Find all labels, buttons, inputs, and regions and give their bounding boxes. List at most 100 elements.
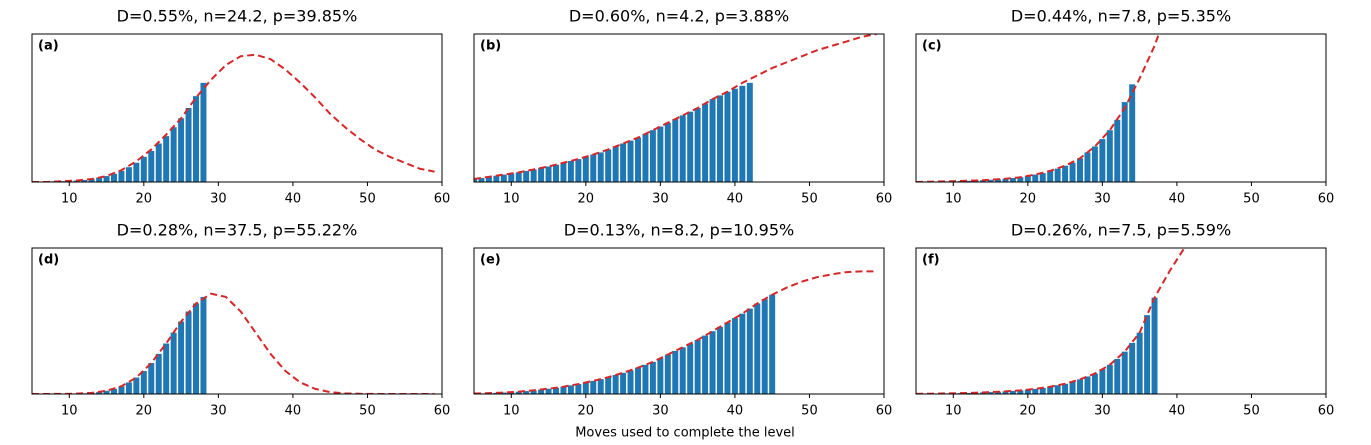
x-tick-label: 40 — [727, 192, 744, 207]
x-tick-label: 60 — [1318, 404, 1335, 419]
bar — [133, 377, 140, 394]
fit-curve — [474, 270, 877, 394]
bar — [605, 149, 612, 182]
x-tick-label: 10 — [503, 192, 520, 207]
bar — [687, 111, 694, 182]
bar — [515, 391, 522, 394]
bar — [649, 130, 656, 182]
bar — [493, 175, 500, 182]
bar — [103, 390, 110, 394]
bar — [717, 95, 723, 182]
fit-curve — [474, 34, 877, 181]
bar — [709, 331, 716, 394]
bar — [1106, 364, 1113, 394]
axes-frame — [31, 247, 443, 395]
bar — [560, 162, 567, 182]
bar — [1054, 385, 1061, 394]
bar — [1069, 162, 1076, 182]
bar — [731, 318, 738, 394]
plot-area — [916, 34, 1160, 182]
bar — [485, 176, 492, 182]
bar — [702, 335, 709, 394]
bar — [717, 326, 723, 394]
bar — [140, 156, 147, 182]
bar — [553, 164, 559, 182]
x-tick-label: 30 — [1094, 404, 1111, 419]
bar — [530, 390, 537, 394]
bar — [515, 172, 522, 182]
panel-title: D=0.55%, n=24.2, p=39.85% — [117, 7, 358, 26]
fit-curve — [32, 53, 435, 182]
bar — [590, 380, 597, 394]
panel: D=0.44%, n=7.8, p=5.35% (c) 10 20 30 40 50 60 — [915, 7, 1335, 207]
bar — [118, 170, 125, 182]
bar — [642, 364, 649, 394]
bar — [724, 322, 731, 394]
bar — [1002, 178, 1009, 182]
bar — [200, 296, 207, 394]
x-tick-label: 60 — [1318, 192, 1335, 207]
bar — [155, 353, 162, 394]
bar — [193, 96, 199, 182]
x-tick-label: 10 — [61, 404, 78, 419]
bar — [103, 176, 110, 182]
bar — [657, 126, 664, 182]
bar — [1084, 376, 1091, 394]
bar — [1017, 390, 1024, 394]
bar — [597, 379, 604, 394]
bar — [709, 99, 716, 182]
bar — [627, 370, 634, 394]
plot-area — [32, 53, 435, 182]
bar — [1121, 102, 1128, 182]
plot-area — [916, 248, 1186, 394]
bar — [500, 174, 507, 182]
panel-label: (b) — [480, 39, 501, 54]
panel: D=0.13%, n=8.2, p=10.95% (e) 10 20 30 40 50 60 — [473, 221, 892, 419]
panel-title: D=0.26%, n=7.5, p=5.59% — [1011, 221, 1231, 240]
bar — [597, 152, 604, 182]
x-tick-label: 10 — [945, 404, 962, 419]
x-tick-label: 20 — [136, 404, 153, 419]
bar — [478, 178, 485, 182]
bar — [1069, 381, 1076, 394]
bar — [679, 115, 686, 182]
bar — [664, 354, 671, 394]
x-tick-label: 50 — [359, 404, 376, 419]
bar — [1032, 388, 1039, 394]
x-tick-label: 20 — [578, 404, 595, 419]
bar — [560, 386, 567, 394]
axes-frame — [31, 33, 443, 183]
bar — [575, 384, 582, 394]
bar — [523, 170, 530, 182]
bar — [582, 382, 589, 394]
bar — [193, 303, 199, 394]
bar — [1114, 358, 1121, 394]
bar — [664, 122, 671, 182]
bar — [133, 162, 140, 182]
bar — [672, 350, 679, 394]
bar — [545, 166, 552, 182]
plot-area — [32, 292, 435, 394]
bar — [125, 382, 132, 394]
x-tick-label: 40 — [1169, 404, 1186, 419]
bar — [185, 108, 192, 182]
bar — [148, 363, 155, 394]
x-tick-label: 40 — [1169, 192, 1186, 207]
bar — [567, 160, 574, 182]
panel: D=0.55%, n=24.2, p=39.85% (a) 10 20 30 40 50 60 — [31, 7, 450, 207]
bar — [620, 372, 627, 394]
bar — [170, 127, 177, 182]
bar — [1047, 170, 1054, 182]
bar — [965, 180, 972, 182]
x-tick-label: 20 — [1020, 404, 1037, 419]
bar — [679, 347, 686, 394]
x-tick-label: 20 — [578, 192, 595, 207]
bar — [1039, 387, 1046, 394]
bar — [500, 392, 507, 394]
bar — [612, 375, 619, 394]
bar — [1054, 168, 1061, 182]
bar — [185, 311, 192, 394]
x-tick-label: 10 — [503, 404, 520, 419]
bar — [649, 361, 656, 394]
bar — [1062, 383, 1069, 394]
